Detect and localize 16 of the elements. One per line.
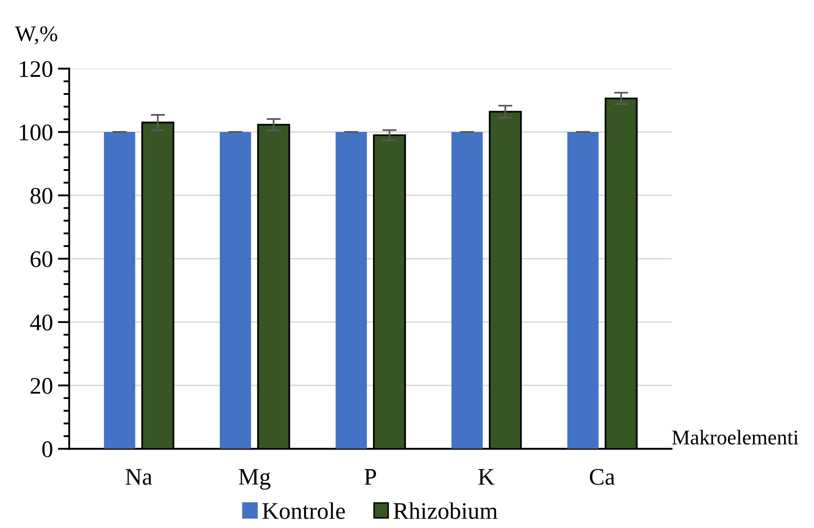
x-tick-label: Na bbox=[126, 469, 152, 485]
x-tick-label: P bbox=[364, 469, 376, 485]
x-axis-title: Makroelementi bbox=[672, 430, 798, 445]
y-tick-label: 20 bbox=[30, 378, 52, 394]
x-tick-label: Mg bbox=[238, 469, 270, 490]
y-axis-title: W,% bbox=[15, 26, 58, 45]
y-tick-label: 0 bbox=[42, 441, 52, 458]
y-tick-label: 40 bbox=[30, 314, 52, 331]
x-tick-label: Ca bbox=[590, 468, 615, 485]
y-tick-label: 120 bbox=[20, 61, 52, 78]
y-tick-label: 60 bbox=[30, 251, 52, 268]
legend-label: Kontrole bbox=[262, 502, 345, 519]
legend-label: Rhizobium bbox=[394, 502, 498, 519]
y-tick-label: 100 bbox=[20, 124, 52, 140]
x-tick-label: K bbox=[478, 469, 494, 485]
y-tick-label: 80 bbox=[30, 188, 52, 204]
